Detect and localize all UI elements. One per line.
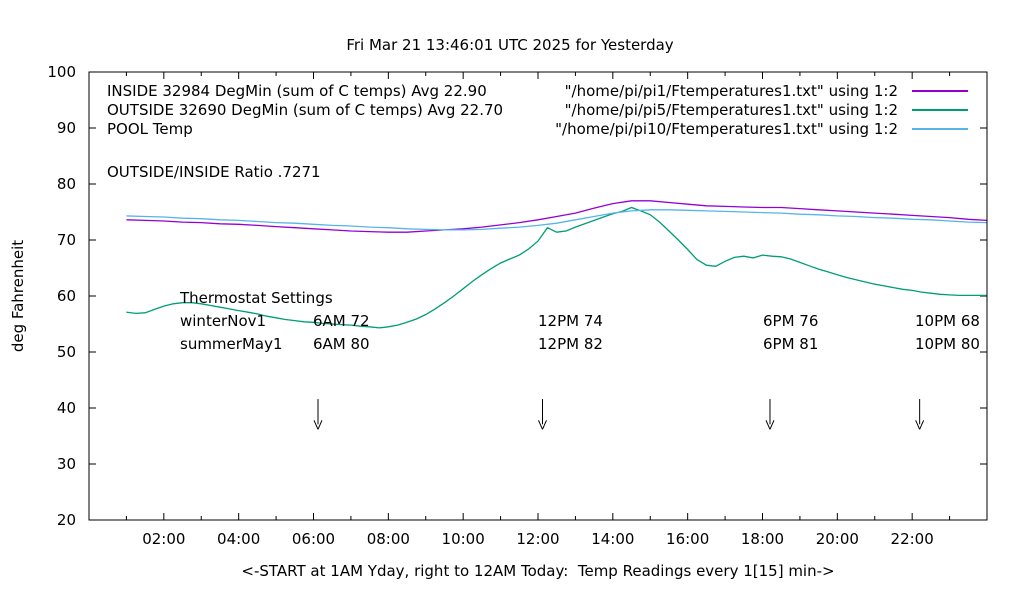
x-tick-label: 08:00 [366,530,410,548]
x-tick-label: 04:00 [217,530,261,548]
legend-row-pool: POOL Temp "/home/pi/pi10/Ftemperatures1.… [0,120,1020,139]
series-inside-line [126,200,988,233]
x-tick-label: 18:00 [740,530,785,548]
x-tick-label: 14:00 [591,530,635,548]
thermostat-winter-6pm: 6PM 76 [763,312,819,330]
arrow-head [538,420,543,430]
arrow-head [317,420,323,430]
thermostat-winter-10pm: 10PM 68 [915,312,980,330]
x-axis-caption: <-START at 1AM Yday, right to 12AM Today… [241,562,835,580]
thermostat-summer-label: summerMay1 [180,335,283,353]
legend-file-outside: "/home/pi/pi5/Ftemperatures1.txt" using … [564,101,898,119]
x-tick-label: 20:00 [815,530,859,548]
legend-label-outside: OUTSIDE 32690 DegMin (sum of C temps) Av… [107,101,504,119]
y-tick-label: 40 [56,399,76,417]
y-tick-label: 20 [56,511,76,529]
legend-row-inside: INSIDE 32984 DegMin (sum of C temps) Avg… [0,82,1020,101]
y-tick-label: 100 [47,63,76,81]
legend-key-line-pool [912,128,968,130]
y-tick-label: 70 [56,231,76,249]
x-tick-label: 02:00 [142,530,186,548]
y-tick-label: 80 [56,175,76,193]
arrow-head [919,420,925,430]
legend-row-outside: OUTSIDE 32690 DegMin (sum of C temps) Av… [0,101,1020,120]
plot-border [88,71,988,521]
series-outside-line [126,206,987,329]
arrow-head [915,420,921,430]
x-tick-label: 10:00 [441,530,485,548]
thermostat-winter-6am: 6AM 72 [313,312,370,330]
x-tick-label: 12:00 [516,530,560,548]
legend-file-inside: "/home/pi/pi1/Ftemperatures1.txt" using … [564,82,898,100]
chart-title: Fri Mar 21 13:46:01 UTC 2025 for Yesterd… [346,36,674,54]
legend-key-line-inside [912,90,968,92]
y-tick-label: 50 [56,343,76,361]
outside-inside-ratio: OUTSIDE/INSIDE Ratio .7271 [107,163,321,181]
thermostat-time-arrows [313,399,925,430]
arrow-head [542,420,547,430]
x-tick-label: 06:00 [291,530,336,548]
legend-key-line-outside [912,109,968,111]
x-tick-label: 16:00 [666,530,710,548]
legend-label-pool: POOL Temp [107,120,193,138]
thermostat-summer-10pm: 10PM 80 [915,335,980,353]
thermostat-summer-6pm: 6PM 81 [763,335,819,353]
arrow-head [313,420,319,430]
thermostat-settings-title: Thermostat Settings [180,289,333,307]
thermostat-summer-6am: 6AM 80 [313,335,370,353]
thermostat-summer-12pm: 12PM 82 [538,335,603,353]
thermostat-winter-label: winterNov1 [180,312,267,330]
series-pool-line [126,209,988,231]
y-tick-label: 30 [56,455,76,473]
thermostat-winter-12pm: 12PM 74 [538,312,603,330]
arrow-head [769,420,775,430]
y-tick-label: 90 [56,119,76,137]
y-tick-label: 60 [56,287,76,305]
arrow-head [765,420,771,430]
x-tick-label: 22:00 [890,530,934,548]
legend-label-inside: INSIDE 32984 DegMin (sum of C temps) Avg… [107,82,487,100]
legend-file-pool: "/home/pi/pi10/Ftemperatures1.txt" using… [555,120,898,138]
